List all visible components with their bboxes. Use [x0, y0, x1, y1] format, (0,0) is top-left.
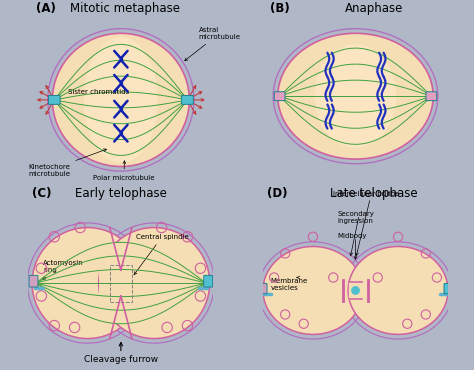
Bar [99, 242, 143, 324]
Text: Membrane
vesicles: Membrane vesicles [270, 278, 308, 292]
Ellipse shape [315, 44, 396, 148]
Bar [110, 265, 132, 302]
Text: Actomyosin
ring: Actomyosin ring [43, 260, 84, 279]
Text: (B): (B) [270, 2, 290, 15]
Text: Intercellular bridge: Intercellular bridge [333, 191, 400, 196]
FancyBboxPatch shape [29, 275, 38, 287]
Text: (D): (D) [267, 187, 287, 200]
FancyBboxPatch shape [182, 95, 193, 104]
Text: Secondary
ingression: Secondary ingression [337, 211, 374, 224]
FancyBboxPatch shape [48, 95, 60, 104]
Text: Late telophase: Late telophase [330, 187, 418, 200]
Circle shape [352, 287, 359, 294]
Text: Central spindle: Central spindle [134, 234, 189, 275]
Text: Early telophase: Early telophase [75, 187, 167, 200]
FancyBboxPatch shape [426, 92, 437, 101]
Text: Astral
microtubule: Astral microtubule [185, 27, 241, 61]
Ellipse shape [99, 228, 210, 339]
Ellipse shape [263, 246, 363, 334]
Text: Anaphase: Anaphase [345, 2, 403, 15]
FancyBboxPatch shape [259, 283, 267, 294]
Ellipse shape [348, 246, 448, 334]
Ellipse shape [84, 37, 158, 163]
Ellipse shape [278, 33, 433, 159]
Text: Polar microtubule: Polar microtubule [93, 161, 155, 181]
Text: Kinetochore
microtubule: Kinetochore microtubule [28, 149, 107, 177]
Text: Sister chromatids: Sister chromatids [68, 90, 129, 95]
Ellipse shape [53, 33, 189, 166]
FancyBboxPatch shape [274, 92, 285, 101]
Text: (C): (C) [32, 187, 52, 200]
Ellipse shape [32, 228, 143, 339]
Text: Midbody: Midbody [337, 233, 366, 239]
FancyBboxPatch shape [204, 275, 213, 287]
FancyBboxPatch shape [444, 283, 452, 294]
Text: (A): (A) [36, 2, 55, 15]
Text: Cleavage furrow: Cleavage furrow [84, 356, 158, 364]
Text: Mitotic metaphase: Mitotic metaphase [70, 2, 180, 15]
